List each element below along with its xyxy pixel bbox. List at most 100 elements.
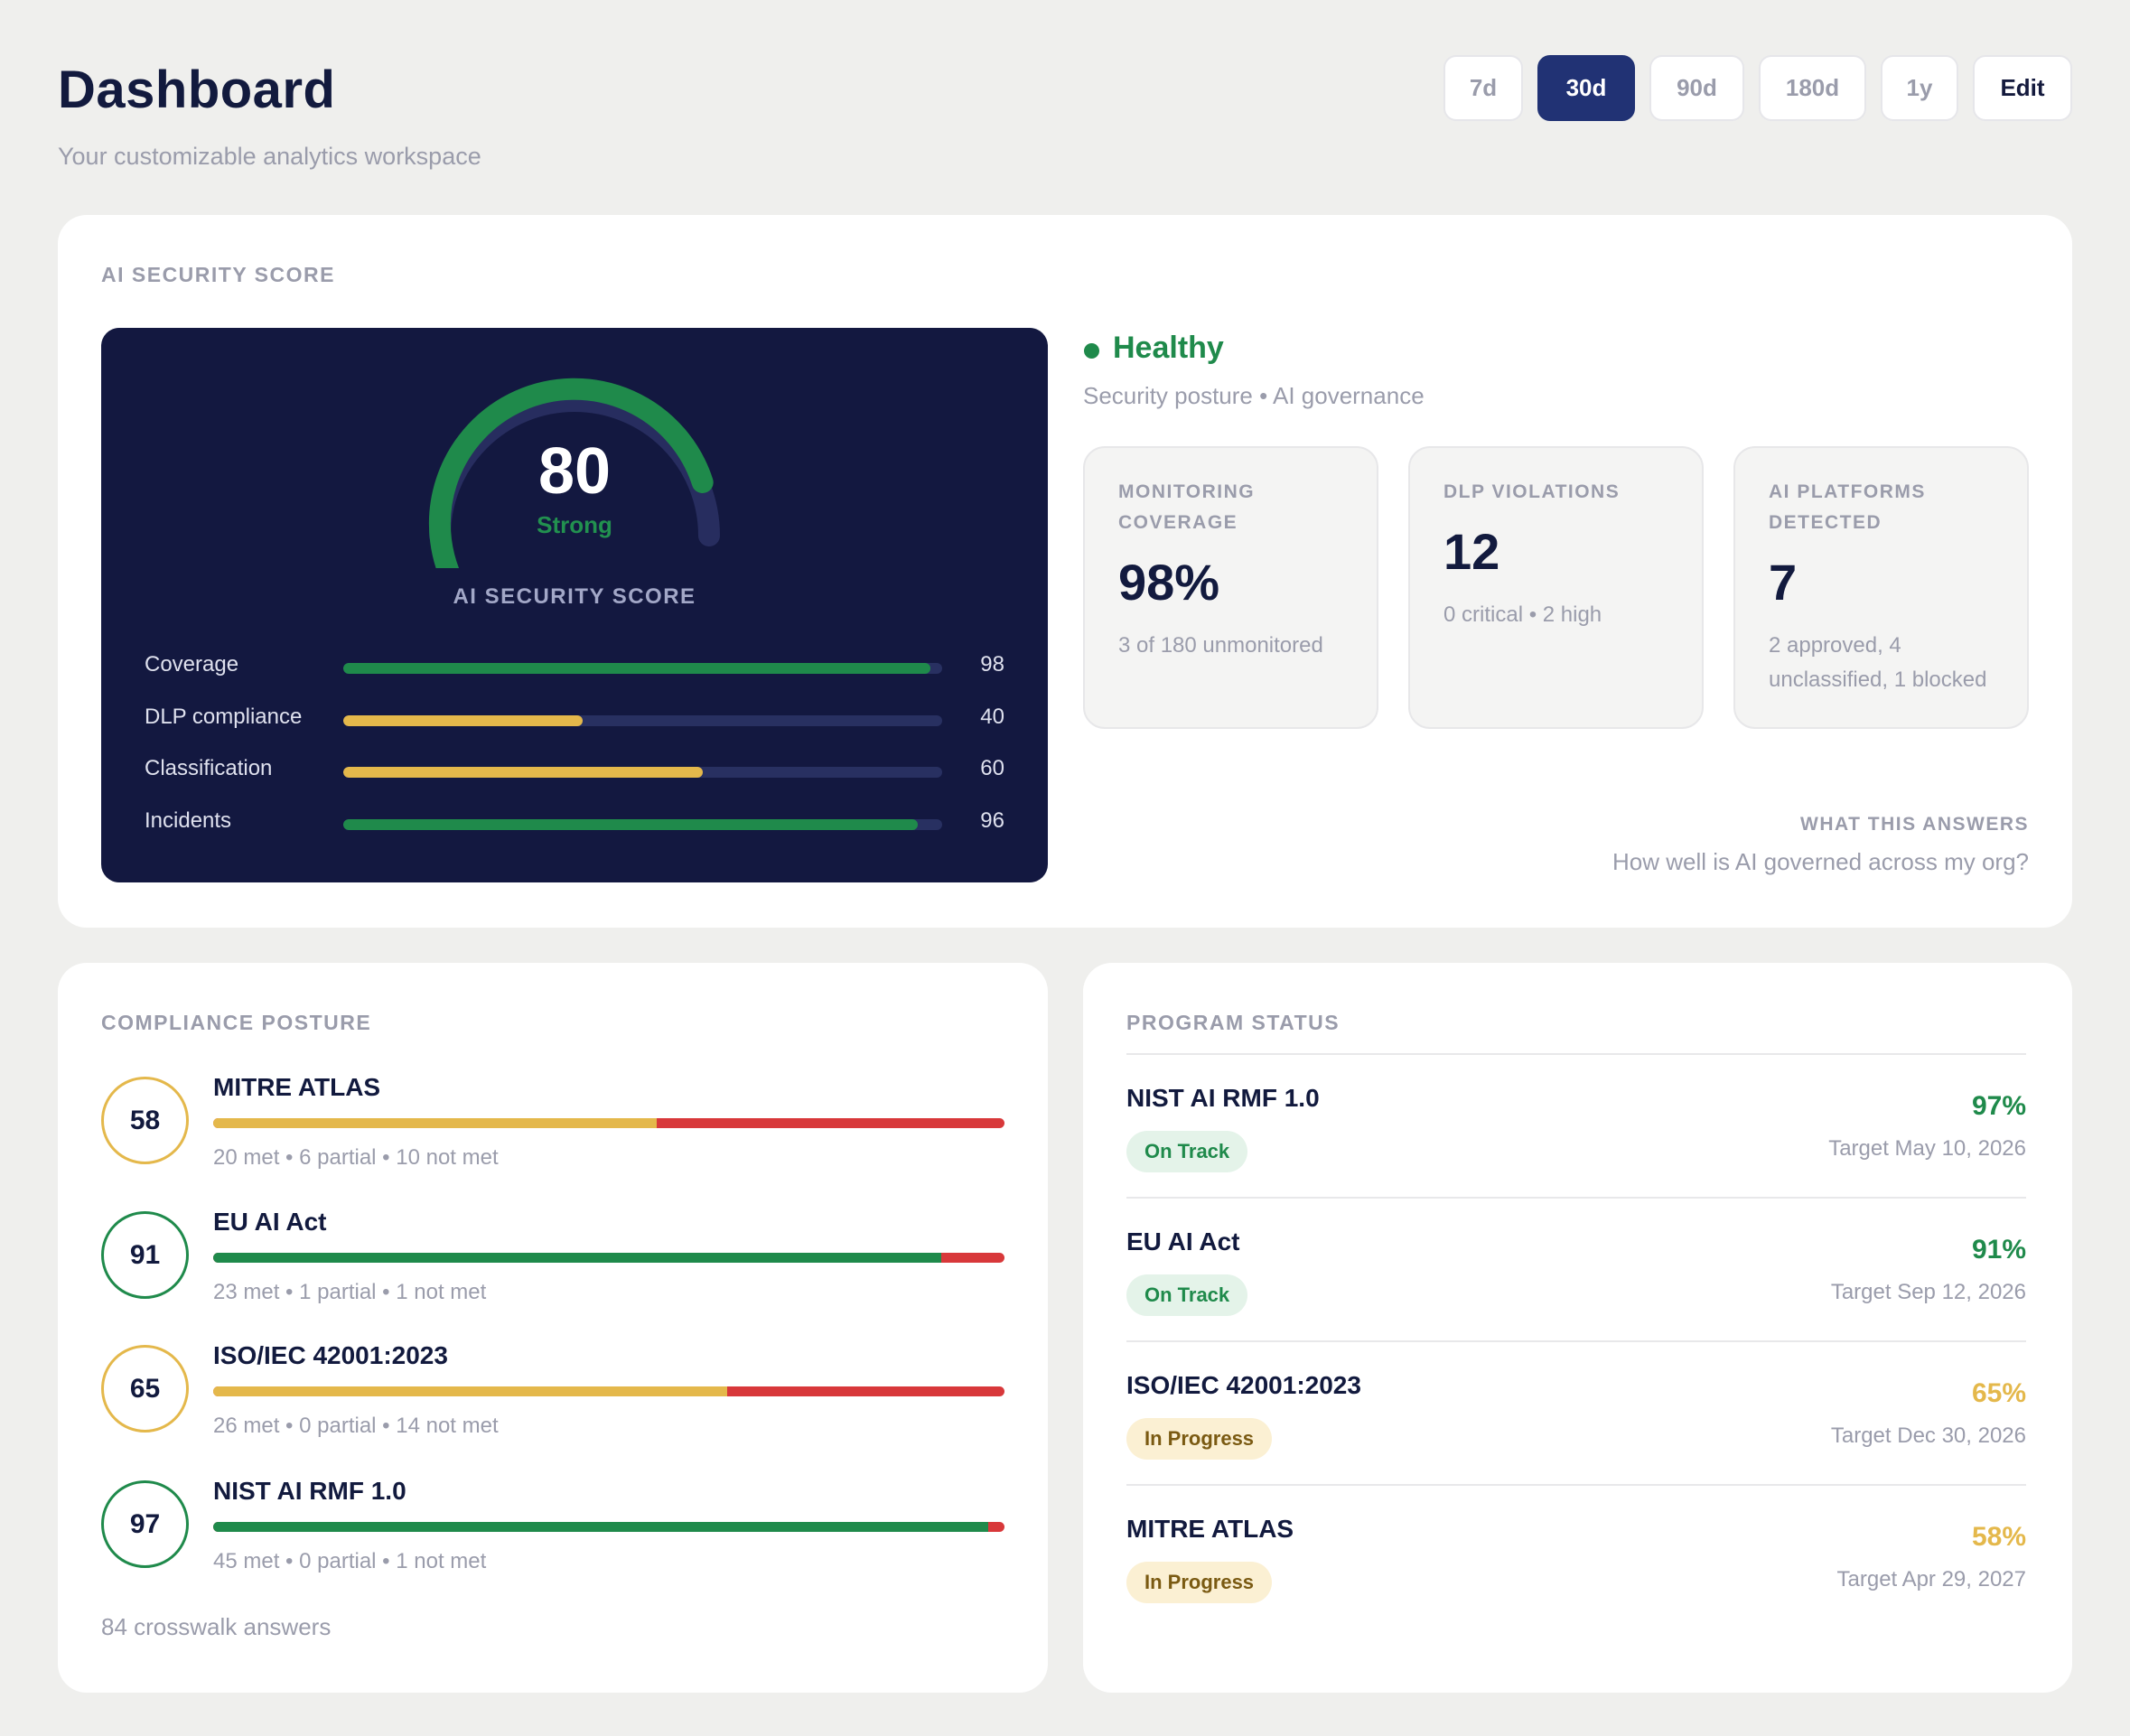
edit-button[interactable]: Edit [1973,55,2072,121]
compliance-detail: 45 met • 0 partial • 1 not met [213,1549,487,1573]
program-percent: 97% [1971,1091,2026,1121]
stat-label: MONITORING COVERAGE [1118,481,1256,533]
score-value: 80 [537,435,612,508]
stat-value: 12 [1443,523,1500,580]
stat-note: 2 approved, 4 unclassified, 1 blocked [1769,633,1987,692]
program-target: Target Dec 30, 2026 [1830,1423,2026,1448]
compliance-bar-met [213,1118,657,1128]
compliance-item[interactable]: 58 MITRE ATLAS 20 met • 6 partial • 10 n… [101,1073,1004,1170]
metric-incidents: Incidents 96 [145,808,1004,839]
answers-label: WHAT THIS ANSWERS [1800,814,2029,835]
metric-value: 40 [980,705,1004,729]
compliance-bar [213,1253,1004,1263]
metric-fill [343,663,930,674]
compliance-name: NIST AI RMF 1.0 [213,1477,406,1505]
ai-security-score-card: AI SECURITY SCORE 80 Strong AI SECURITY … [58,215,2072,928]
metric-classification: Classification 60 [145,756,1004,787]
program-target: Target Apr 29, 2027 [1836,1567,2026,1591]
range-90d-button[interactable]: 90d [1649,55,1744,121]
stat-ai-platforms: AI PLATFORMS DETECTED 7 2 approved, 4 un… [1733,446,2029,729]
range-30d-button[interactable]: 30d [1537,55,1635,121]
answers-question: How well is AI governed across my org? [1612,848,2029,875]
program-status-card: PROGRAM STATUS NIST AI RMF 1.0 On Track … [1083,963,2072,1693]
stat-label: AI PLATFORMS DETECTED [1769,481,1926,533]
stat-value: 7 [1769,554,1798,611]
time-range-selector: 7d 30d 90d 180d 1y Edit [1443,55,2072,121]
range-7d-button[interactable]: 7d [1443,55,1523,121]
program-name: NIST AI RMF 1.0 [1126,1084,1320,1112]
score-gauge [428,378,720,568]
score-rating: Strong [537,511,612,538]
metric-fill [343,819,919,830]
compliance-score-ring: 91 [101,1211,189,1299]
program-name: MITRE ATLAS [1126,1515,1294,1543]
compliance-bar [213,1522,1004,1532]
score-panel: 80 Strong AI SECURITY SCORE Coverage 98 … [101,328,1048,882]
metric-track [343,819,942,830]
compliance-score-ring: 65 [101,1345,189,1433]
compliance-name: MITRE ATLAS [213,1073,381,1101]
status-subtitle: Security posture • AI governance [1083,382,1425,409]
compliance-detail: 26 met • 0 partial • 14 not met [213,1414,499,1438]
compliance-item[interactable]: 91 EU AI Act 23 met • 1 partial • 1 not … [101,1208,1004,1304]
compliance-bar [213,1118,1004,1128]
compliance-detail: 20 met • 6 partial • 10 not met [213,1145,499,1170]
status-badge: In Progress [1126,1562,1273,1603]
stat-note: 0 critical • 2 high [1443,602,1602,627]
compliance-score-ring: 97 [101,1480,189,1568]
stat-label: DLP VIOLATIONS [1443,481,1621,502]
page-title: Dashboard [58,61,336,119]
program-target: Target Sep 12, 2026 [1830,1280,2026,1304]
metric-label: Coverage [145,652,239,677]
compliance-posture-card: COMPLIANCE POSTURE 58 MITRE ATLAS 20 met… [58,963,1048,1693]
program-percent: 91% [1971,1235,2026,1265]
compliance-name: EU AI Act [213,1208,327,1236]
compliance-bar-met [213,1522,989,1532]
metric-fill [343,715,584,726]
compliance-detail: 23 met • 1 partial • 1 not met [213,1280,487,1304]
metric-value: 96 [980,808,1004,833]
stat-dlp-violations: DLP VIOLATIONS 12 0 critical • 2 high [1408,446,1704,729]
range-1y-button[interactable]: 1y [1881,55,1958,121]
status-badge: On Track [1126,1274,1248,1316]
page-subtitle: Your customizable analytics workspace [58,143,481,170]
status-badge: In Progress [1126,1418,1273,1460]
score-caption: AI SECURITY SCORE [453,584,696,609]
metric-track [343,663,942,674]
program-percent: 58% [1971,1522,2026,1552]
metric-value: 60 [980,756,1004,780]
section-label: PROGRAM STATUS [1126,1011,1341,1034]
metric-track [343,767,942,778]
metric-track [343,715,942,726]
program-percent: 65% [1971,1378,2026,1408]
compliance-bar-met [213,1386,728,1396]
compliance-score-ring: 58 [101,1077,189,1164]
metric-dlp-compliance: DLP compliance 40 [145,705,1004,735]
compliance-bar-met [213,1253,941,1263]
compliance-bar [213,1386,1004,1396]
metric-coverage: Coverage 98 [145,652,1004,683]
metric-fill [343,767,703,778]
section-label: AI SECURITY SCORE [101,263,335,286]
metric-value: 98 [980,652,1004,677]
program-item[interactable]: NIST AI RMF 1.0 On Track 97% Target May … [1126,1053,2026,1197]
program-item[interactable]: EU AI Act On Track 91% Target Sep 12, 20… [1126,1197,2026,1340]
range-180d-button[interactable]: 180d [1759,55,1866,121]
program-name: EU AI Act [1126,1227,1240,1255]
program-name: ISO/IEC 42001:2023 [1126,1371,1361,1399]
program-item[interactable]: ISO/IEC 42001:2023 In Progress 65% Targe… [1126,1340,2026,1484]
compliance-item[interactable]: 65 ISO/IEC 42001:2023 26 met • 0 partial… [101,1341,1004,1438]
stat-note: 3 of 180 unmonitored [1118,633,1323,658]
metric-label: Incidents [145,808,232,833]
metric-label: DLP compliance [145,705,303,729]
status-dot-icon [1084,343,1099,359]
stat-monitoring-coverage: MONITORING COVERAGE 98% 3 of 180 unmonit… [1083,446,1378,729]
section-label: COMPLIANCE POSTURE [101,1011,372,1034]
gauge-fill [428,378,714,568]
metric-label: Classification [145,756,273,780]
compliance-item[interactable]: 97 NIST AI RMF 1.0 45 met • 0 partial • … [101,1477,1004,1573]
program-item[interactable]: MITRE ATLAS In Progress 58% Target Apr 2… [1126,1484,2026,1628]
program-target: Target May 10, 2026 [1828,1136,2026,1161]
stat-value: 98% [1118,554,1220,611]
crosswalk-answers[interactable]: 84 crosswalk answers [101,1613,332,1640]
